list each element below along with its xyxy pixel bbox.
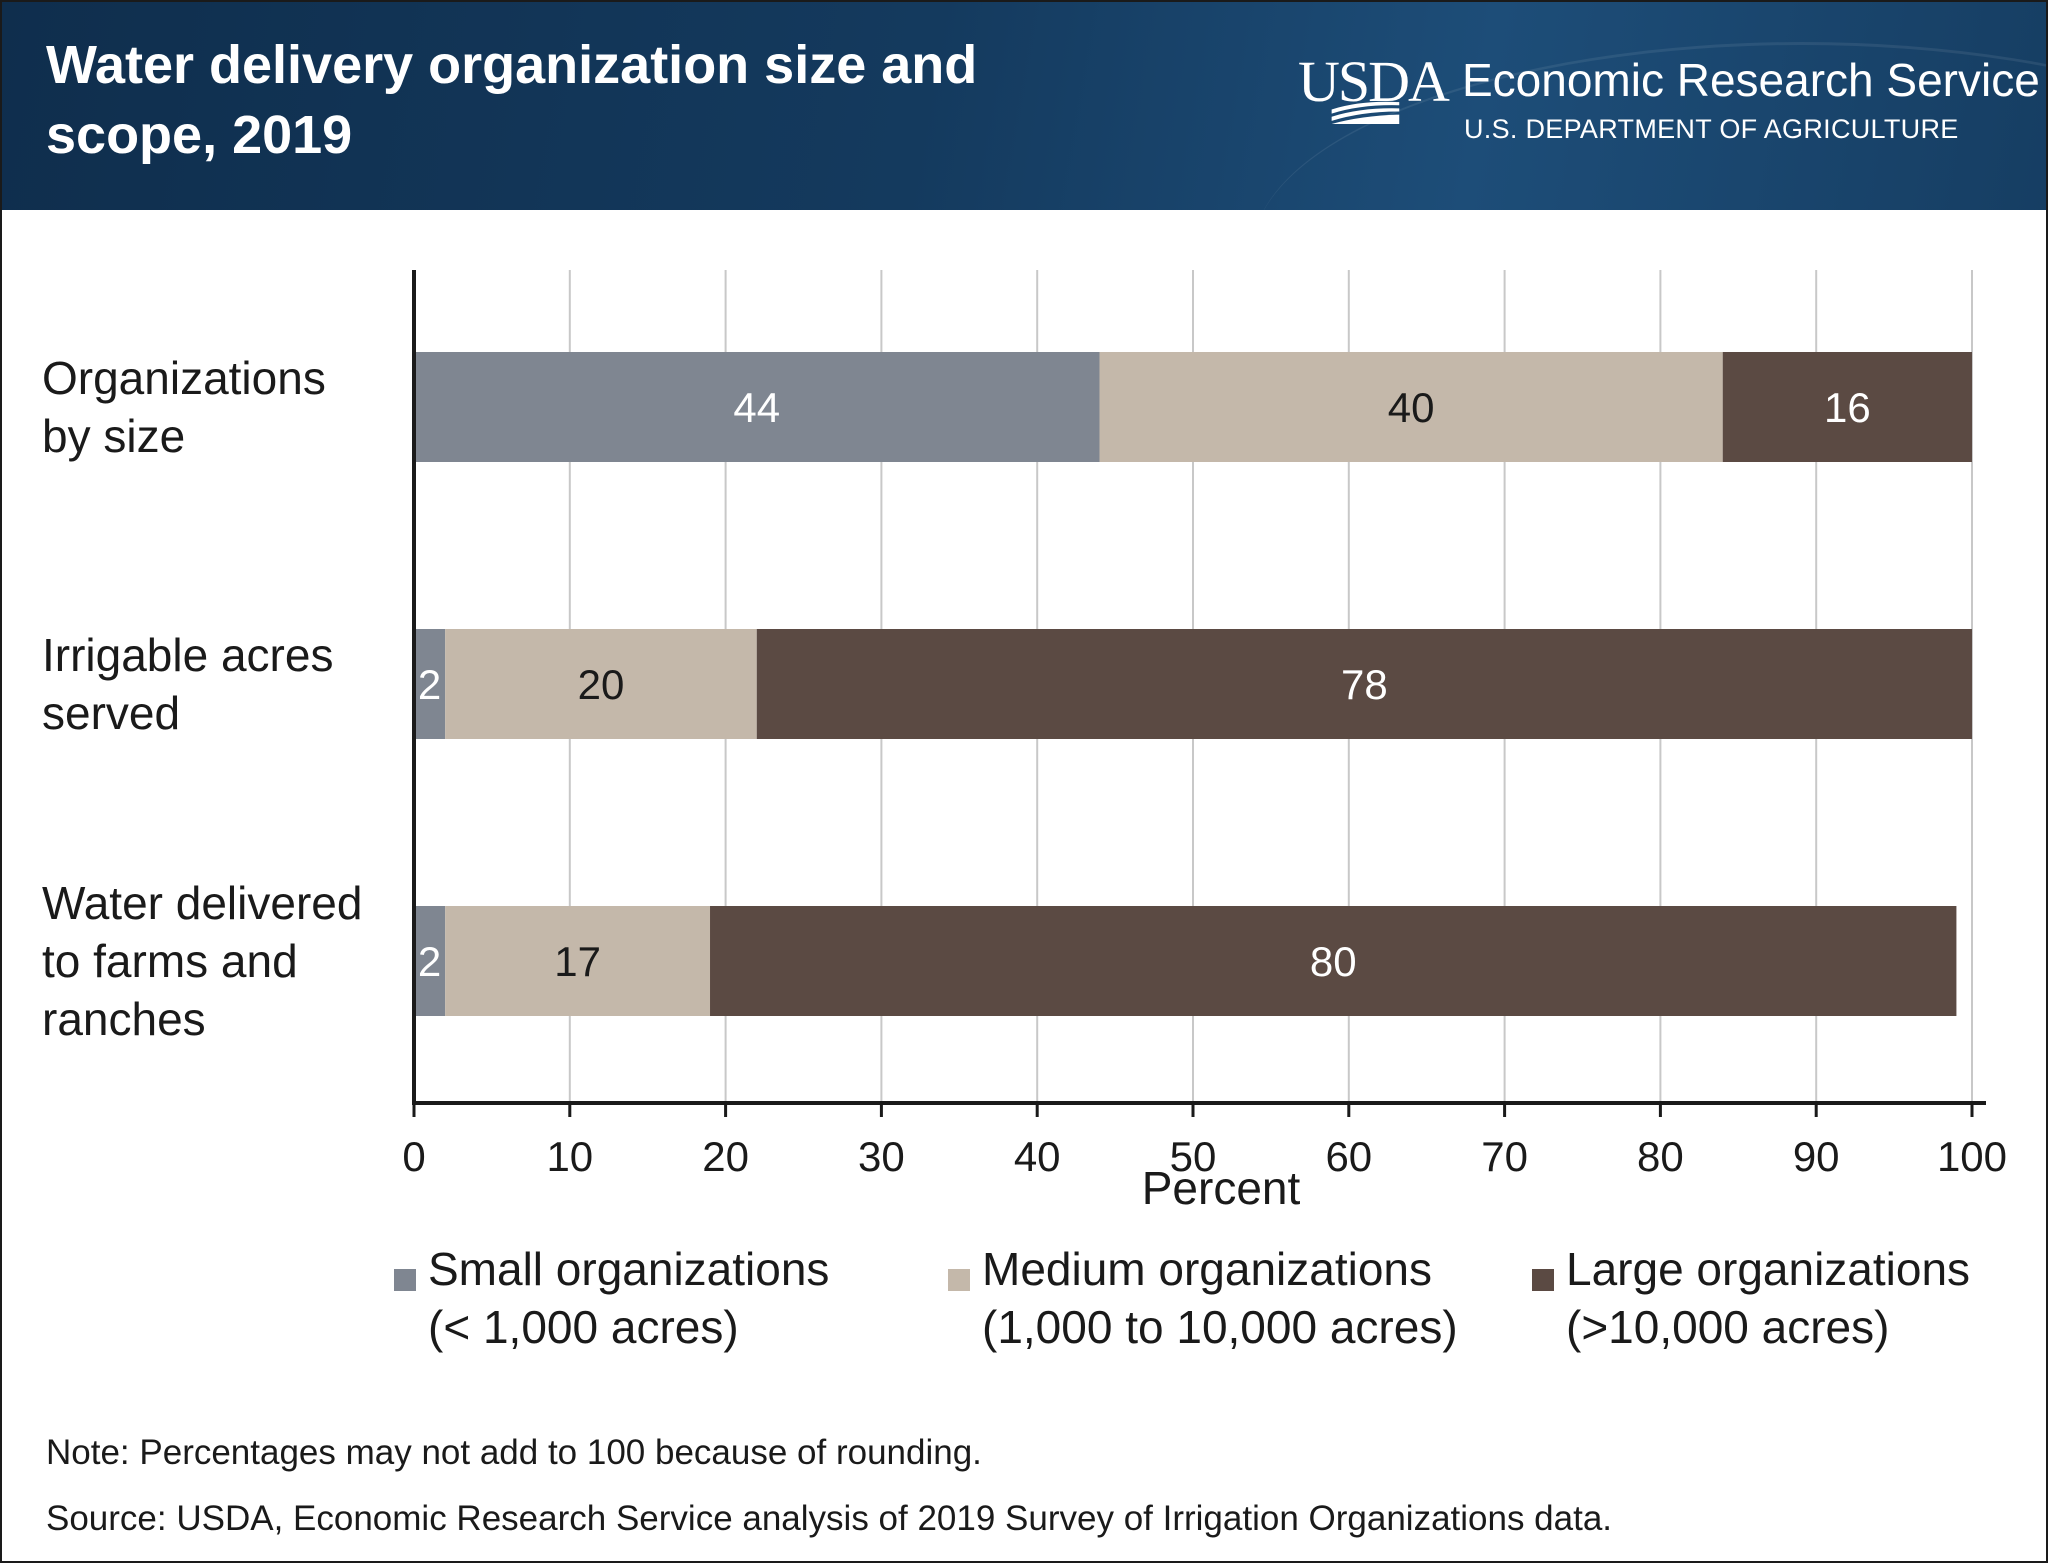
data-label-small-1: 2	[418, 661, 441, 708]
usda-logo-swoosh-icon	[1331, 101, 1400, 124]
category-label-2-line-1: to farms and	[42, 935, 298, 987]
note-text: Note: Percentages may not add to 100 bec…	[46, 1433, 982, 1472]
bar-small-2	[414, 906, 446, 1016]
chart-title-line-2: scope, 2019	[46, 105, 353, 165]
legend-label-medium: Medium organizations (1,000 to 10,000 ac…	[982, 1243, 1458, 1353]
data-label-medium-1: 20	[578, 661, 625, 708]
x-tick-label-30: 30	[858, 1133, 905, 1180]
x-axis-title: Percent	[1142, 1162, 1301, 1214]
x-tick-label-40: 40	[1014, 1133, 1061, 1180]
category-label-0-line-1: by size	[42, 410, 185, 462]
chart-title: Water delivery organization size and sco…	[46, 30, 1146, 170]
bar-medium-2	[445, 906, 711, 1016]
legend: Small organizations (< 1,000 acres) Medi…	[2, 1240, 2046, 1360]
data-label-large-2: 80	[1310, 938, 1357, 985]
bar-large-2	[710, 906, 1957, 1016]
bar-large-1	[756, 629, 1972, 739]
legend-swatch-medium	[948, 1269, 970, 1291]
x-tick-label-70: 70	[1481, 1133, 1528, 1180]
x-tick-label-100: 100	[1937, 1133, 2007, 1180]
bars: 44 40 16 2 20 78 2 17 80	[414, 352, 1972, 1016]
bar-medium-1	[445, 629, 757, 739]
x-tick-label-60: 60	[1325, 1133, 1372, 1180]
x-tick-label-80: 80	[1637, 1133, 1684, 1180]
data-label-small-0: 44	[733, 384, 780, 431]
category-label-1-line-0: Irrigable acres	[42, 629, 333, 681]
legend-swatch-large	[1532, 1269, 1554, 1291]
category-label-1-line-1: served	[42, 687, 180, 739]
legend-swatch-small	[394, 1269, 416, 1291]
category-label-0-line-0: Organizations	[42, 352, 326, 404]
agency-name: Economic Research Service	[1462, 54, 2040, 106]
category-label-2-line-0: Water delivered	[42, 877, 362, 929]
source-text: Source: USDA, Economic Research Service …	[46, 1499, 1613, 1538]
legend-label-small: Small organizations (< 1,000 acres)	[428, 1243, 830, 1353]
bar-large-0	[1722, 352, 1972, 462]
data-label-medium-2: 17	[554, 938, 601, 985]
bar-small-1	[414, 629, 446, 739]
category-labels: Organizations by size Irrigable acres serve…	[42, 352, 362, 1045]
data-label-large-0: 16	[1824, 384, 1871, 431]
data-label-medium-0: 40	[1388, 384, 1435, 431]
bar-small-0	[414, 352, 1100, 462]
category-label-2-line-2: ranches	[42, 993, 206, 1045]
x-tick-label-90: 90	[1793, 1133, 1840, 1180]
chart-title-line-1: Water delivery organization size and	[46, 35, 978, 95]
department-name: U.S. DEPARTMENT OF AGRICULTURE	[1464, 114, 1959, 144]
x-tick-label-20: 20	[702, 1133, 749, 1180]
notes: Note: Percentages may not add to 100 bec…	[46, 1420, 1612, 1552]
bar-medium-0	[1099, 352, 1723, 462]
axes: 0 10 20 30 40 50 60 70 80 90 100	[402, 270, 2007, 1180]
data-label-small-2: 2	[418, 938, 441, 985]
header-banner: Water delivery organization size and sco…	[2, 2, 2046, 210]
x-tick-label-10: 10	[546, 1133, 593, 1180]
stacked-bar-chart: 44 40 162 20 782 17 80 0 10 20 30 40 50 60 70 80 90 100 …	[42, 270, 2007, 1214]
legend-label-large: Large organizations (>10,000 acres)	[1566, 1243, 1971, 1353]
data-label-large-1: 78	[1341, 661, 1388, 708]
x-tick-label-50: 50	[1170, 1133, 1217, 1180]
x-tick-label-0: 0	[402, 1133, 425, 1180]
